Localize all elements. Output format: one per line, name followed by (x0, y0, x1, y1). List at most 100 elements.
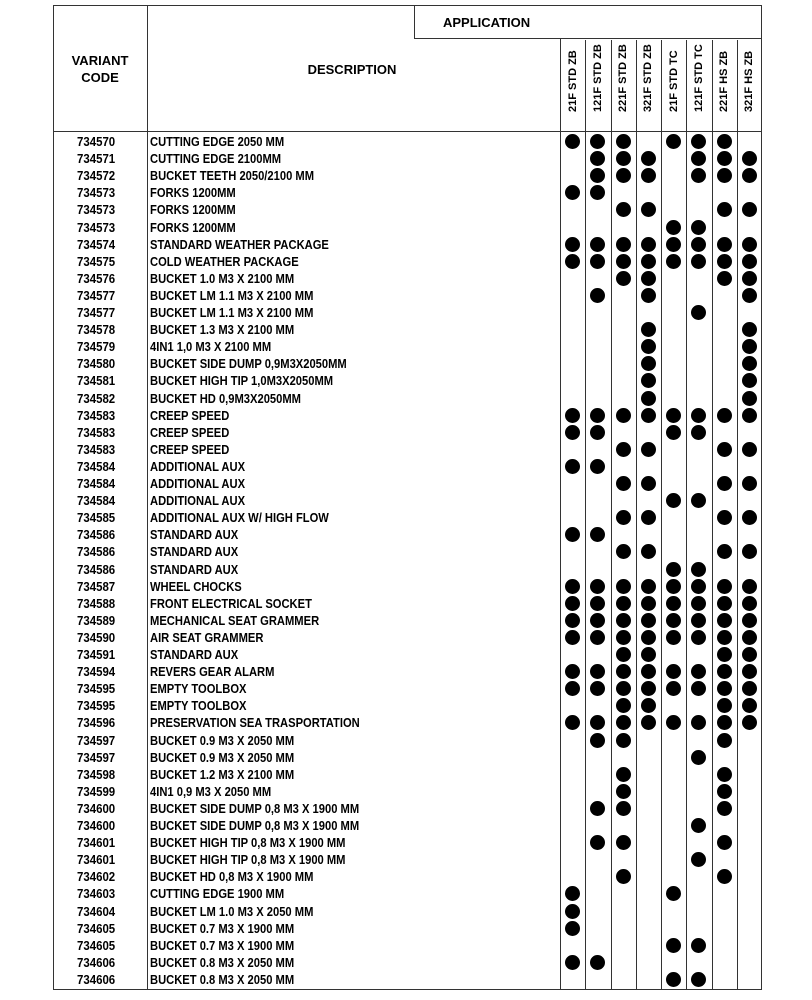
description: CREEP SPEED (150, 424, 230, 440)
application-dot (615, 595, 631, 611)
application-dot (565, 578, 580, 594)
application-dot (640, 715, 656, 731)
application-label: APPLICATION (443, 15, 531, 30)
description: ADDITIONAL AUX (150, 476, 246, 491)
application-dot (741, 595, 757, 611)
column-divider (711, 40, 713, 990)
table-row: 734577 BUCKET LM 1.1 M3 X 2100 MM (53, 287, 762, 304)
table-row: 734584 ADDITIONAL AUX (53, 458, 762, 475)
table-row: 734589 MECHANICAL SEAT GRAMMER (53, 612, 762, 629)
application-dot (716, 766, 732, 782)
variant-code: 734584 (77, 476, 116, 491)
variant-code: 734581 (77, 373, 116, 389)
application-dot (590, 612, 606, 628)
column-divider (610, 40, 612, 990)
application-dot (615, 715, 631, 731)
column-divider (661, 40, 662, 990)
application-dot (691, 168, 707, 184)
application-dot (565, 253, 580, 269)
description: FRONT ELECTRICAL SOCKET (150, 595, 312, 611)
application-dot (716, 151, 732, 167)
application-dot (565, 920, 580, 936)
variant-code: 734576 (77, 270, 116, 286)
application-dot (741, 202, 757, 218)
application-dot (716, 202, 732, 218)
application-dot (741, 407, 757, 423)
column-header: 221F STD ZB (611, 40, 636, 130)
application-dot (615, 800, 631, 816)
application-dot (691, 681, 707, 697)
variant-code: 734573 (77, 219, 116, 235)
application-dot (741, 236, 757, 252)
application-dot (716, 612, 732, 628)
application-dot (615, 441, 631, 457)
variant-code: 734573 (77, 202, 116, 218)
application-dot (716, 835, 732, 851)
table-row: 734585 ADDITIONAL AUX W/ HIGH FLOW (53, 509, 762, 526)
variant-code: 734586 (77, 561, 116, 577)
application-dot (640, 681, 656, 697)
table-row: 734576 BUCKET 1.0 M3 X 2100 MM (53, 270, 762, 287)
application-dot (741, 441, 757, 457)
application-dot (716, 544, 732, 560)
table-row: 734602 BUCKET HD 0,8 M3 X 1900 MM (53, 868, 762, 885)
variant-code-header: VARIANT CODE (71, 53, 129, 85)
variant-code: 734583 (77, 424, 116, 440)
table-row: 734591 STANDARD AUX (53, 646, 762, 663)
variant-code: 734586 (77, 544, 116, 560)
variant-code: 734606 (77, 971, 116, 987)
description: STANDARD AUX (150, 647, 239, 662)
application-dot (565, 954, 580, 970)
application-dot (565, 527, 580, 543)
application-dot (716, 476, 732, 491)
application-dot (640, 202, 656, 218)
description-header: DESCRIPTION (307, 62, 397, 77)
application-dot (590, 134, 606, 149)
description: STANDARD AUX (150, 544, 239, 560)
application-dot (615, 629, 631, 645)
description: EMPTY TOOLBOX (150, 681, 247, 697)
application-dot (565, 134, 580, 149)
application-dot (741, 356, 757, 372)
description: CUTTING EDGE 1900 MM (150, 886, 285, 902)
description: FORKS 1200MM (150, 185, 236, 201)
application-dot (691, 493, 707, 509)
application-dot (615, 236, 631, 252)
application-dot (741, 151, 757, 167)
variant-code: 734604 (77, 903, 116, 919)
variant-code: 734572 (77, 168, 116, 184)
application-dot (716, 270, 732, 286)
application-dot (716, 595, 732, 611)
application-dot (565, 424, 580, 440)
application-dot (590, 715, 606, 731)
description: STANDARD AUX (150, 561, 239, 577)
application-dot (640, 407, 656, 423)
variant-code: 734595 (77, 698, 116, 714)
application-dot (666, 578, 681, 594)
description: COLD WEATHER PACKAGE (150, 253, 299, 269)
description: PRESERVATION SEA TRASPORTATION (150, 715, 360, 731)
application-dot (590, 253, 606, 269)
application-dot (565, 595, 580, 611)
application-dot (590, 236, 606, 252)
variant-code: 734587 (77, 578, 116, 594)
application-dot (691, 612, 707, 628)
table-row: 734570 CUTTING EDGE 2050 MM (53, 133, 762, 150)
column-header: 221F HS ZB (712, 40, 737, 130)
table-row: 734580 BUCKET SIDE DUMP 0,9M3X2050MM (53, 355, 762, 372)
description: ADDITIONAL AUX W/ HIGH FLOW (150, 510, 329, 526)
description: CUTTING EDGE 2100MM (150, 151, 282, 167)
description: BUCKET HIGH TIP 0,8 M3 X 1900 MM (150, 835, 346, 851)
application-dot (716, 253, 732, 269)
variant-code: 734580 (77, 356, 116, 372)
variant-code: 734591 (77, 647, 116, 662)
description: REVERS GEAR ALARM (150, 664, 275, 680)
application-dot (716, 732, 732, 748)
column-header: 121F STD TC (686, 40, 711, 130)
description: WHEEL CHOCKS (150, 578, 242, 594)
application-dot (615, 835, 631, 851)
divider (147, 5, 148, 990)
application-dot (716, 869, 732, 885)
application-dot (666, 219, 681, 235)
variant-code: 734599 (77, 783, 116, 799)
